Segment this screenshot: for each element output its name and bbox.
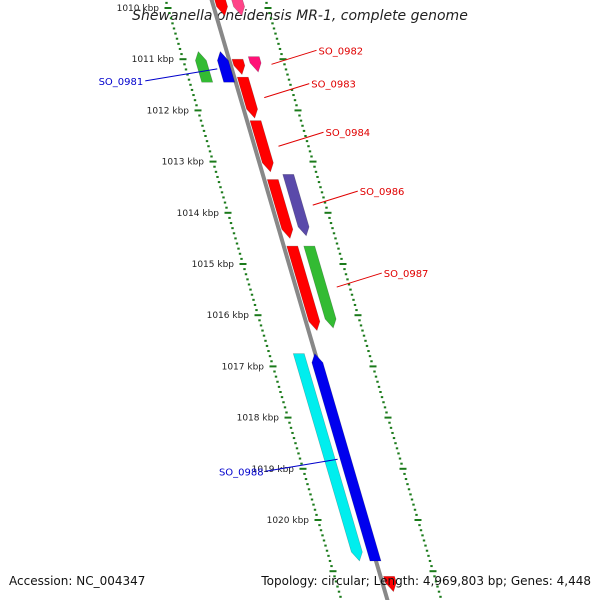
tick-label: 1014 kbp: [177, 209, 220, 219]
f-0983-feature[interactable]: [236, 76, 258, 119]
f-top-pink-feature[interactable]: [228, 0, 245, 17]
label-connector: [264, 83, 310, 99]
genome-summary: Topology: circular; Length: 4,969,803 bp…: [261, 574, 591, 588]
label-connector: [271, 49, 317, 65]
tick-label: 1016 kbp: [207, 311, 250, 321]
f-top-red-feature[interactable]: [211, 0, 228, 17]
f-0982b-feature[interactable]: [231, 58, 246, 76]
label-connector: [312, 190, 358, 206]
f-0987-red-feature[interactable]: [286, 245, 321, 332]
f-0981-feature[interactable]: [217, 50, 236, 83]
label-connector: [336, 272, 382, 288]
gene-label[interactable]: SO_0981: [99, 77, 144, 88]
tick-label: 1010 kbp: [117, 4, 160, 14]
gene-labels: SO_0981 SO_0982 SO_0983 SO_0984 SO_0986 SO_09…: [99, 46, 429, 478]
tick-label: 1012 kbp: [147, 106, 190, 116]
gene-label[interactable]: SO_0988: [219, 467, 264, 478]
gene-label[interactable]: SO_0982: [319, 46, 364, 57]
f-0981-green-feature[interactable]: [195, 50, 214, 83]
label-connector: [265, 458, 338, 472]
f-0988-cyan-feature[interactable]: [292, 353, 363, 562]
gene-features: [195, 0, 397, 593]
f-0985-feature[interactable]: [266, 179, 294, 239]
f-0982-feature[interactable]: [247, 56, 262, 73]
gene-label[interactable]: SO_0984: [326, 128, 371, 139]
gene-label[interactable]: SO_0986: [360, 187, 405, 198]
tick-label: 1011 kbp: [132, 55, 175, 65]
f-0986-feature[interactable]: [282, 174, 310, 237]
f-0987-feature[interactable]: [303, 245, 337, 329]
tick-label: 1013 kbp: [162, 158, 205, 168]
tick-label: 1020 kbp: [267, 516, 310, 526]
gene-label[interactable]: SO_0983: [311, 80, 356, 91]
tick-label: 1018 kbp: [237, 414, 280, 424]
f-0988-feature[interactable]: [311, 353, 382, 562]
tick-label: 1017 kbp: [222, 362, 265, 372]
f-0984-feature[interactable]: [249, 120, 274, 173]
accession-text: Accession: NC_004347: [9, 574, 146, 588]
outer-tick-track: 1010 kbp 1011 kbp 1012 kbp 1013 kbp 1014 kbp…: [117, 1, 342, 598]
tick-label: 1015 kbp: [192, 260, 235, 270]
f-bottom-red-feature[interactable]: [383, 576, 397, 593]
right-tick-track: [264, 1, 442, 598]
label-connector: [278, 131, 324, 147]
gene-label[interactable]: SO_0987: [384, 269, 429, 280]
label-connector: [145, 68, 218, 82]
